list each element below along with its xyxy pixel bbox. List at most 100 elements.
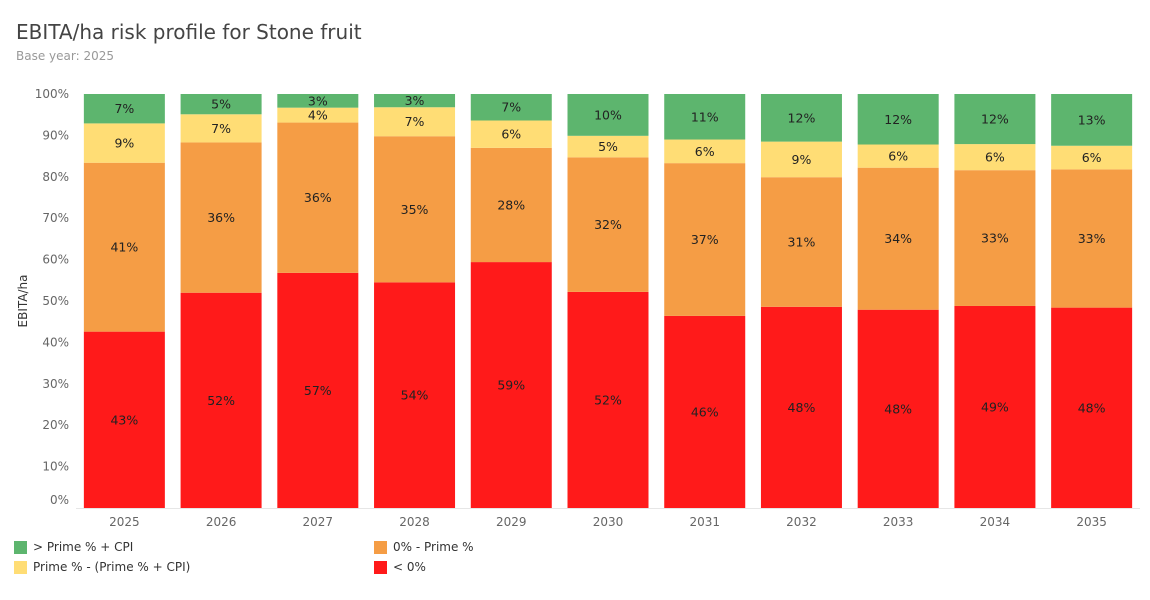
data-label: 3% [405, 93, 425, 108]
y-tick-label: 70% [42, 211, 69, 225]
data-label: 36% [207, 210, 235, 225]
y-tick-label: 0% [50, 493, 69, 507]
data-label: 7% [501, 100, 521, 115]
bar-segment [954, 305, 1036, 508]
bar-segment [374, 94, 456, 108]
y-tick-label: 90% [42, 128, 69, 142]
data-label: 10% [594, 107, 622, 122]
data-label: 9% [792, 152, 812, 167]
data-label: 34% [884, 231, 912, 246]
y-tick-label: 80% [42, 170, 69, 184]
legend: > Prime % + CPI 0% - Prime % Prime % - (… [14, 540, 614, 580]
bar-segment [954, 94, 1036, 145]
data-label: 7% [405, 114, 425, 129]
y-tick-label: 10% [42, 460, 69, 474]
bar-segment [760, 141, 842, 178]
y-tick-label: 50% [42, 294, 69, 308]
data-label: 4% [308, 108, 328, 123]
bar-segment [83, 123, 165, 163]
bar-segment [567, 94, 649, 136]
y-tick-label: 20% [42, 418, 69, 432]
data-label: 52% [207, 393, 235, 408]
legend-swatch [14, 560, 27, 574]
bar-segment [760, 306, 842, 508]
data-label: 6% [985, 150, 1005, 165]
chart-title: EBITA/ha risk profile for Stone fruit [16, 20, 362, 44]
x-tick-label: 2026 [206, 515, 237, 529]
x-tick-label: 2029 [496, 515, 527, 529]
y-tick-label: 100% [35, 87, 69, 101]
bar-segment [277, 272, 359, 508]
bar-segment [470, 94, 552, 121]
x-tick-label: 2034 [980, 515, 1011, 529]
data-label: 57% [304, 383, 332, 398]
bar-segment [470, 262, 552, 508]
x-tick-label: 2028 [399, 515, 430, 529]
data-label: 3% [308, 93, 328, 108]
legend-item-prime-to-prime-cpi[interactable]: Prime % - (Prime % + CPI) [14, 560, 190, 574]
bar-segment [857, 144, 939, 168]
legend-swatch [14, 540, 27, 554]
bar-segment [567, 157, 649, 292]
bar-segment [664, 94, 746, 140]
bar-segment [567, 291, 649, 508]
x-tick-label: 2027 [303, 515, 334, 529]
data-label: 12% [981, 112, 1009, 127]
data-label: 48% [1078, 400, 1106, 415]
x-tick-label: 2032 [786, 515, 817, 529]
y-axis-title: EBITA/ha [16, 275, 30, 328]
data-label: 5% [211, 97, 231, 112]
data-label: 6% [888, 149, 908, 164]
bar-segment [760, 177, 842, 307]
x-tick-label: 2035 [1076, 515, 1107, 529]
data-label: 13% [1078, 112, 1106, 127]
x-tick-label: 2031 [689, 515, 720, 529]
x-tick-label: 2030 [593, 515, 624, 529]
bar-segment [180, 94, 262, 115]
legend-item-zero-to-prime[interactable]: 0% - Prime % [374, 540, 474, 554]
chart-subtitle: Base year: 2025 [16, 49, 114, 63]
bar-segment [374, 282, 456, 508]
data-label: 36% [304, 190, 332, 205]
data-label: 33% [981, 231, 1009, 246]
data-label: 7% [211, 121, 231, 136]
legend-swatch [374, 540, 387, 554]
bar-segment [374, 136, 456, 283]
bar-segment [470, 120, 552, 148]
bar-segment [374, 107, 456, 137]
bar-segment [470, 147, 552, 263]
bar-segment [83, 331, 165, 508]
y-tick-label: 40% [42, 335, 69, 349]
data-label: 48% [788, 400, 816, 415]
y-tick-label: 30% [42, 377, 69, 391]
bar-segment [664, 139, 746, 164]
bar-segment [954, 144, 1036, 171]
data-label: 7% [114, 101, 134, 116]
bar-segment [1051, 94, 1133, 146]
data-label: 46% [691, 404, 719, 419]
data-label: 35% [401, 202, 429, 217]
bar-segment [277, 107, 359, 123]
bar-segment [83, 94, 165, 124]
bar-segment [857, 94, 939, 145]
data-label: 31% [788, 235, 816, 250]
legend-label: < 0% [393, 560, 426, 574]
data-label: 6% [695, 144, 715, 159]
bar-segment [664, 163, 746, 316]
data-label: 37% [691, 232, 719, 247]
bar-segment [180, 142, 262, 293]
data-label: 41% [110, 240, 138, 255]
bar-segment [1051, 169, 1133, 308]
x-tick-label: 2025 [109, 515, 140, 529]
data-label: 6% [501, 127, 521, 142]
data-label: 12% [788, 110, 816, 125]
bar-segment [277, 94, 359, 108]
legend-item-below-zero[interactable]: < 0% [374, 560, 426, 574]
legend-item-above-prime-cpi[interactable]: > Prime % + CPI [14, 540, 133, 554]
data-label: 32% [594, 217, 622, 232]
y-tick-label: 60% [42, 253, 69, 267]
data-label: 49% [981, 399, 1009, 414]
data-label: 48% [884, 401, 912, 416]
data-label: 9% [114, 136, 134, 151]
